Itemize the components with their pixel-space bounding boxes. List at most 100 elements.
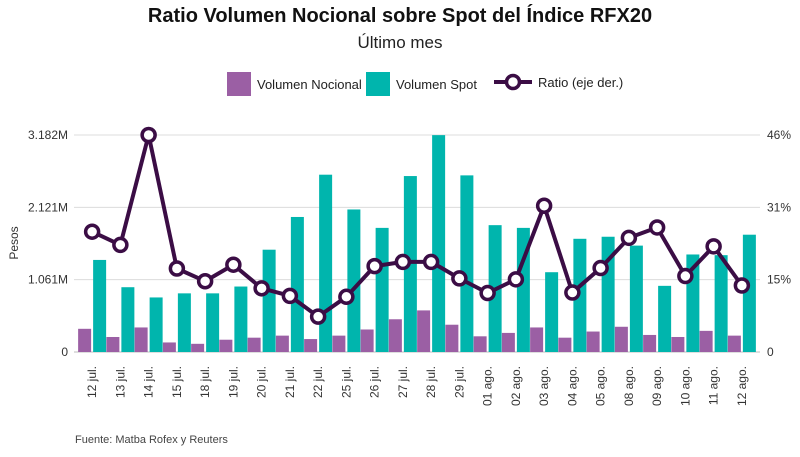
ratio-line-series (83, 126, 751, 325)
ratio-point (168, 260, 186, 277)
x-tick-label: 18 jul. (198, 366, 212, 398)
bar-spot (347, 209, 361, 352)
bar-nocional (530, 327, 544, 352)
bar-nocional (727, 335, 741, 352)
bar-nocional (671, 336, 685, 352)
ratio-point (451, 270, 468, 287)
bar-nocional (219, 339, 233, 352)
bar-spot (714, 255, 728, 352)
bar-nocional (332, 335, 346, 352)
legend-item-ratio[interactable]: Ratio (eje der.) (494, 72, 623, 92)
x-tick-label: 03 ago. (537, 366, 551, 406)
bar-nocional (106, 336, 120, 352)
right-tick-label: 46% (767, 128, 791, 142)
ratio-point (366, 257, 383, 275)
right-tick-label: 31% (767, 200, 791, 214)
bar-spot (658, 285, 672, 352)
x-tick-label: 19 jul. (226, 366, 240, 398)
ratio-point (620, 229, 638, 247)
bar-spot (629, 245, 643, 352)
right-tick-label: 0 (767, 345, 774, 359)
legend: Volumen Nocional Volumen Spot Ratio (eje… (0, 72, 800, 96)
bar-spot (206, 293, 220, 352)
legend-item-nocional[interactable]: Volumen Nocional (227, 72, 362, 96)
ratio-point (422, 253, 440, 271)
chart-title: Ratio Volumen Nocional sobre Spot del Ín… (147, 5, 653, 27)
x-tick-label: 14 jul. (142, 366, 156, 398)
ratio-point (112, 236, 129, 254)
bar-nocional (614, 326, 628, 352)
bar-nocional (247, 337, 261, 352)
bar-nocional (162, 342, 176, 352)
x-tick-label: 11 ago. (707, 366, 721, 405)
ratio-point (677, 267, 694, 285)
x-tick-label: 25 jul. (339, 366, 353, 398)
left-axis-ticks: 0 1.061M 2.121M 3.182M (28, 128, 68, 359)
bar-spot (234, 286, 248, 352)
right-tick-label: 15% (767, 273, 791, 287)
bar-nocional (275, 335, 289, 352)
bar-spot (375, 227, 389, 352)
ratio-point (479, 284, 496, 302)
ratio-point (309, 308, 327, 325)
left-tick-label: 1.061M (28, 273, 68, 287)
legend-swatch-ratio (494, 73, 532, 91)
x-tick-label: 27 jul. (396, 366, 410, 398)
ratio-point (564, 284, 581, 301)
x-tick-label: 13 jul. (113, 366, 127, 398)
legend-item-spot[interactable]: Volumen Spot (366, 72, 477, 96)
ratio-point (592, 259, 609, 277)
bar-spot (319, 174, 333, 352)
bar-spot (432, 135, 446, 352)
bar-nocional (558, 337, 572, 352)
ratio-point (338, 288, 355, 306)
ratio-point (225, 256, 242, 273)
right-axis-ticks: 0 15% 31% 46% (767, 128, 791, 359)
bar-nocional (501, 332, 515, 352)
x-tick-label: 05 ago. (594, 366, 608, 406)
x-tick-label: 10 ago. (678, 366, 692, 406)
x-tick-label: 01 ago. (481, 366, 495, 406)
x-tick-label: 04 ago. (565, 366, 579, 406)
bar-nocional (304, 339, 318, 352)
legend-label-ratio: Ratio (eje der.) (538, 74, 624, 90)
x-tick-label: 12 ago. (735, 366, 749, 406)
bar-spot (742, 234, 756, 352)
bar-nocional (445, 324, 459, 352)
bar-nocional (473, 336, 487, 352)
ratio-point (140, 126, 157, 144)
x-tick-label: 26 jul. (368, 366, 382, 398)
bar-spot (93, 259, 107, 352)
bar-nocional (699, 330, 713, 352)
x-tick-label: 09 ago. (650, 366, 664, 406)
ratio-point (733, 277, 751, 294)
bars (78, 135, 756, 352)
x-axis-labels: 12 jul. 13 jul. 14 jul. 15 jul. 18 jul. 19 ju… (85, 366, 749, 406)
bar-spot (177, 293, 191, 352)
bar-spot (460, 175, 474, 352)
source-note: Fuente: Matba Rofex y Reuters (75, 434, 228, 446)
bar-nocional (388, 319, 402, 352)
ratio-line (91, 133, 744, 319)
bar-spot (290, 216, 304, 352)
x-tick-label: 08 ago. (622, 366, 636, 406)
bar-spot (121, 287, 135, 352)
ratio-point (196, 272, 214, 290)
bar-spot (262, 249, 276, 352)
x-tick-label: 12 jul. (85, 366, 99, 398)
ratio-point (507, 271, 525, 288)
x-tick-label: 15 jul. (170, 366, 184, 398)
bar-nocional (643, 334, 657, 352)
x-tick-label: 29 jul. (452, 366, 466, 398)
bar-nocional (134, 327, 148, 352)
left-tick-label: 3.182M (28, 128, 68, 142)
left-tick-label: 2.121M (28, 200, 68, 214)
y-axis-label: Pesos (7, 226, 21, 259)
gridlines (74, 134, 760, 353)
legend-label-nocional: Volumen Nocional (257, 76, 362, 92)
ratio-point (83, 223, 101, 240)
ratio-point (253, 280, 270, 297)
ratio-point (281, 287, 299, 305)
x-tick-label: 20 jul. (255, 366, 269, 398)
bar-spot (149, 297, 163, 352)
